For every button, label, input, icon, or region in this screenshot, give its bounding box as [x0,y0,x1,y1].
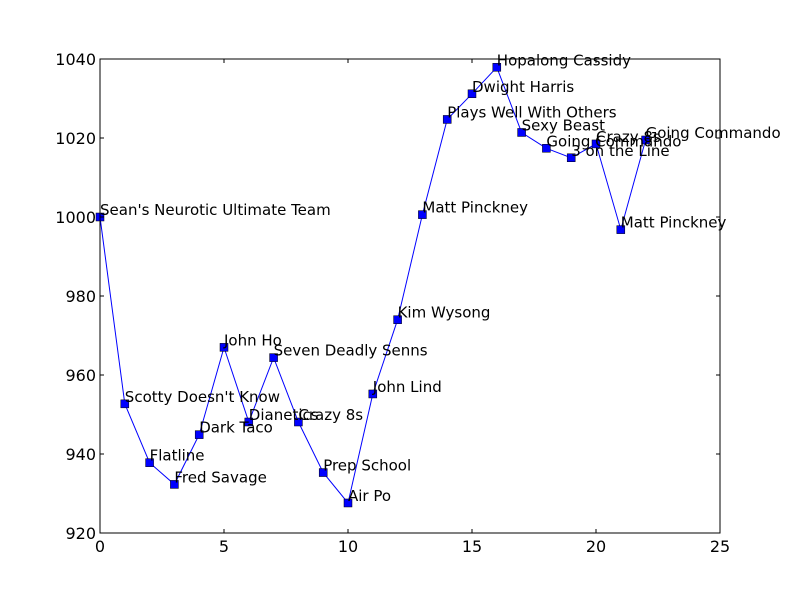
data-point [219,343,229,352]
point-label: Going Commando [646,124,781,142]
x-tick-label: 10 [338,537,358,556]
data-point [393,315,402,324]
point-label: Air Po [348,487,391,505]
point-label: Plays Well With Others [447,103,617,121]
point-label: Crazy 8s [596,128,661,146]
y-tick-label: 960 [65,366,96,385]
point-label: Going Commando [546,132,681,150]
point-label: Crazy 8s [298,406,363,424]
point-label: Seven Deadly Senns [274,342,428,360]
data-point [145,458,154,467]
point-label: Prep School [323,457,411,475]
data-point [442,115,452,124]
point-label: John Lind [372,378,442,396]
y-tick-label: 920 [65,524,96,543]
y-tick-label: 1000 [55,208,96,227]
y-tick-label: 1020 [55,129,96,148]
point-label: Dwight Harris [472,78,574,96]
data-point [566,153,576,162]
point-label: Sexy Beast [522,116,606,134]
y-tick-label: 1040 [55,50,96,69]
data-point [120,399,130,409]
point-label: Hopalong Cassidy [497,51,631,69]
data-point [194,430,204,439]
point-label: Kim Wysong [398,304,491,322]
x-tick-label: 20 [586,537,606,556]
data-point [542,144,551,153]
y-tick-label: 940 [65,445,96,464]
x-tick-label: 15 [462,537,482,556]
point-label: Flatline [150,447,205,465]
point-label: John Ho [223,331,282,349]
y-tick-label: 980 [65,287,96,306]
x-tick-label: 5 [219,537,229,556]
point-label: Fred Savage [174,468,266,486]
data-point [318,468,328,477]
data-point [616,225,626,234]
x-tick-label: 25 [710,537,730,556]
data-point [641,135,650,145]
data-point [517,128,526,137]
plot-area [100,59,720,533]
data-point [418,210,427,219]
data-point [368,389,378,399]
data-point [170,480,179,489]
x-tick-label: 0 [95,537,105,556]
point-label: Matt Pinckney [422,199,528,217]
data-point [244,417,254,427]
point-label: Sean's Neurotic Ultimate Team [100,201,331,219]
point-label: 3 on the Line [571,142,669,160]
data-point [467,89,477,99]
data-point [343,498,353,508]
point-label: Matt Pinckney [621,214,727,232]
point-label: Scotty Doesn't Know [125,388,280,406]
point-label: Dark Taco [199,419,273,437]
data-point [294,417,303,427]
point-label: Dianetics [249,406,319,424]
data-point [492,63,502,72]
data-point [591,139,601,149]
data-point [269,353,278,362]
